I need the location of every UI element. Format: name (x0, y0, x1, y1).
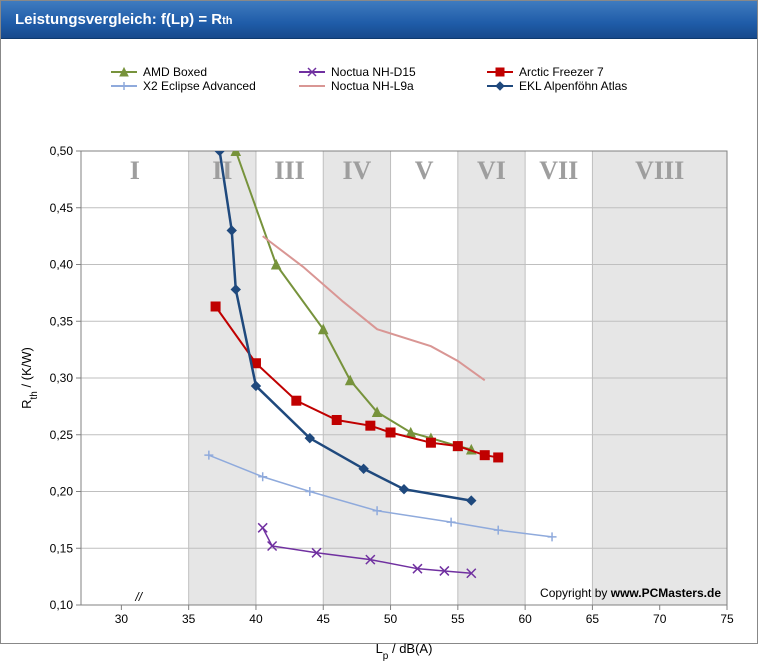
svg-text:0,50: 0,50 (50, 144, 74, 158)
svg-text:45: 45 (317, 612, 331, 626)
svg-text:40: 40 (249, 612, 263, 626)
svg-text:VIII: VIII (635, 156, 684, 185)
svg-text:55: 55 (451, 612, 465, 626)
svg-text://: // (134, 590, 143, 604)
legend-item: X2 Eclipse Advanced (111, 79, 271, 93)
legend-label: Noctua NH-D15 (331, 65, 416, 79)
legend-item: Noctua NH-D15 (299, 65, 459, 79)
svg-text:65: 65 (586, 612, 600, 626)
legend-label: X2 Eclipse Advanced (143, 79, 256, 93)
svg-text:III: III (274, 156, 304, 185)
svg-text:I: I (130, 156, 140, 185)
legend-label: AMD Boxed (143, 65, 207, 79)
chart-svg: IIIIIIIVVVIVIIVIII30354045505560657075//… (11, 95, 747, 665)
svg-text:0,25: 0,25 (50, 428, 74, 442)
svg-text:IV: IV (342, 156, 371, 185)
header-bar: Leistungsvergleich: f(Lp) = Rth (1, 1, 757, 39)
chart-area: AMD Boxed Noctua NH-D15 Arctic Freezer 7… (11, 61, 747, 633)
legend-label: Arctic Freezer 7 (519, 65, 604, 79)
svg-text:0,40: 0,40 (50, 258, 74, 272)
header-title: Leistungsvergleich: f(Lp) = Rth (15, 11, 233, 28)
legend-item: AMD Boxed (111, 65, 271, 79)
svg-text:VII: VII (539, 156, 578, 185)
svg-text:0,30: 0,30 (50, 371, 74, 385)
legend-label: Noctua NH-L9a (331, 79, 414, 93)
svg-text:35: 35 (182, 612, 196, 626)
svg-text:0,20: 0,20 (50, 485, 74, 499)
legend: AMD Boxed Noctua NH-D15 Arctic Freezer 7… (11, 61, 747, 95)
svg-text:0,45: 0,45 (50, 201, 74, 215)
legend-label: EKL Alpenföhn Atlas (519, 79, 627, 93)
window: Leistungsvergleich: f(Lp) = Rth AMD Boxe… (0, 0, 758, 644)
svg-text:Lp / dB(A): Lp / dB(A) (376, 641, 433, 662)
svg-text:0,15: 0,15 (50, 541, 74, 555)
svg-text:0,10: 0,10 (50, 598, 74, 612)
legend-item: EKL Alpenföhn Atlas (487, 79, 647, 93)
svg-text:Rth / (K/W): Rth / (K/W) (19, 347, 40, 409)
svg-text:30: 30 (115, 612, 129, 626)
svg-text:V: V (415, 156, 434, 185)
svg-text:50: 50 (384, 612, 398, 626)
svg-text:70: 70 (653, 612, 667, 626)
svg-text:VI: VI (477, 156, 506, 185)
legend-item: Noctua NH-L9a (299, 79, 459, 93)
svg-text:75: 75 (720, 612, 734, 626)
legend-item: Arctic Freezer 7 (487, 65, 647, 79)
svg-text:60: 60 (518, 612, 532, 626)
svg-text:0,35: 0,35 (50, 314, 74, 328)
svg-text:Copyright by www.PCMasters.de: Copyright by www.PCMasters.de (540, 586, 721, 600)
